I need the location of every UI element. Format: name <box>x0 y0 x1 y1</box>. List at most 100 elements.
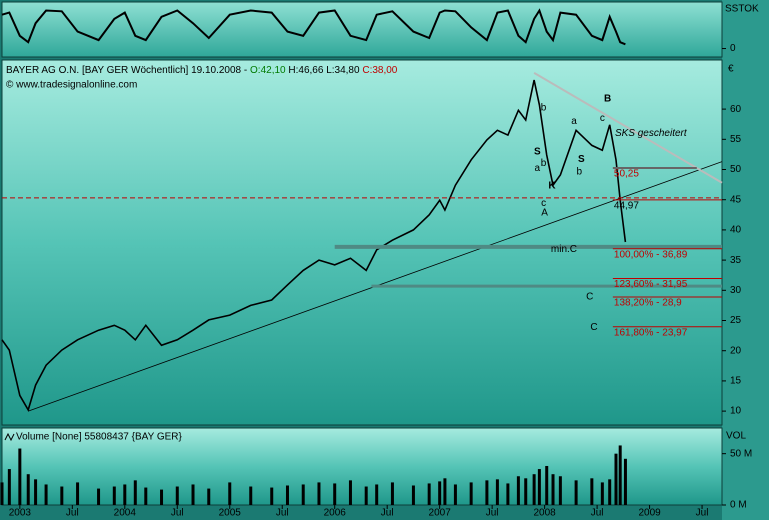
volume-bar <box>469 482 473 505</box>
volume-bar <box>160 489 164 505</box>
volume-bar <box>443 478 447 505</box>
annotation: B <box>604 93 611 104</box>
x-tick-label: Jul <box>276 508 289 519</box>
annotation: C <box>590 322 597 333</box>
volume-bar <box>191 484 195 505</box>
volume-bar <box>623 458 627 505</box>
x-tick-label: 2005 <box>219 508 242 519</box>
volume-bar <box>317 482 321 505</box>
osc-title: SSTOK <box>725 4 759 15</box>
volume-bar <box>348 480 352 505</box>
header-close: C:38,00 <box>362 65 397 76</box>
annotation: b <box>541 158 547 169</box>
level-label: 123,60% - 31,95 <box>614 279 688 290</box>
y-tick-label: 50 M <box>730 448 752 459</box>
volume-bar <box>390 482 394 505</box>
volume-icon <box>4 432 15 442</box>
volume-bar <box>375 484 379 505</box>
volume-bar <box>7 469 11 505</box>
volume-bar <box>600 482 604 505</box>
y-tick-label: 60 <box>730 104 742 115</box>
y-tick-label: 40 <box>730 225 742 236</box>
volume-bar <box>301 484 305 505</box>
y-tick-label: 15 <box>730 376 742 387</box>
volume-bar <box>18 448 22 505</box>
volume-bar <box>506 483 510 505</box>
volume-bar <box>207 488 211 505</box>
volume-bar <box>123 484 127 505</box>
price-line <box>1 79 627 412</box>
x-tick-label: 2004 <box>114 508 137 519</box>
level-label: 161,80% - 23,97 <box>614 327 688 338</box>
volume-bar <box>608 479 612 505</box>
volume-bar <box>76 482 80 505</box>
level-label: 50,25 <box>614 169 639 180</box>
y-tick-label: 0 <box>730 43 736 54</box>
y-tick-label: 35 <box>730 255 742 266</box>
x-tick-label: 2007 <box>429 508 452 519</box>
volume-bar <box>249 486 253 505</box>
x-tick-label: Jul <box>66 508 79 519</box>
y-tick-label: 45 <box>730 194 742 205</box>
volume-bar <box>26 474 30 505</box>
annotation: S <box>534 147 541 158</box>
y-tick-label: 50 <box>730 164 742 175</box>
volume-bar <box>411 485 415 505</box>
header-high-low: H:46,66 L:34,80 <box>288 65 360 76</box>
annotation: A <box>541 208 548 219</box>
copyright: © www.tradesignalonline.com <box>6 80 137 91</box>
annotation: a <box>571 116 577 127</box>
volume-bar <box>175 486 179 505</box>
volume-bar <box>0 482 4 505</box>
annotation: min.C <box>551 244 577 255</box>
volume-bar <box>438 481 442 505</box>
volume-bar <box>133 480 137 505</box>
volume-title: VOL <box>726 431 746 442</box>
volume-bar <box>453 484 457 505</box>
volume-bar <box>60 486 64 505</box>
annotation: c <box>541 198 546 209</box>
volume-bar <box>34 479 38 505</box>
annotation: C <box>586 292 593 303</box>
annotation: SKS gescheitert <box>615 128 688 139</box>
header-open: O:42,10 <box>250 65 286 76</box>
price-panel <box>1 59 723 426</box>
volume-bar <box>144 487 148 505</box>
volume-bar <box>364 486 368 505</box>
volume-bar <box>532 474 536 505</box>
x-tick-label: Jul <box>591 508 604 519</box>
osc-panel <box>1 1 723 58</box>
volume-bar <box>97 488 101 505</box>
annotation: S <box>578 154 585 165</box>
volume-bar <box>270 487 274 505</box>
volume-bar <box>618 445 622 505</box>
x-tick-label: 2006 <box>324 508 347 519</box>
oscillator-line <box>1 8 626 46</box>
level-label: 138,20% - 28,9 <box>614 298 682 309</box>
volume-bar <box>545 465 549 505</box>
resistance-trendline <box>533 72 723 184</box>
volume-bar <box>551 474 555 505</box>
x-tick-label: 2003 <box>9 508 32 519</box>
y-tick-label: 55 <box>730 134 742 145</box>
annotation: K <box>548 180 556 191</box>
level-label: 44,97 <box>614 201 639 212</box>
volume-bar <box>495 479 499 505</box>
annotation: a <box>534 163 540 174</box>
annotation: c <box>600 113 605 124</box>
volume-bar <box>516 476 520 505</box>
volume-bar <box>574 480 578 505</box>
y-tick-label: 10 <box>730 406 742 417</box>
y-tick-label: 30 <box>730 285 742 296</box>
y-tick-label: 25 <box>730 315 742 326</box>
volume-bar <box>614 453 618 505</box>
volume-bar <box>558 476 562 505</box>
y-tick-label: 20 <box>730 345 742 356</box>
x-tick-label: 2008 <box>533 508 556 519</box>
x-tick-label: Jul <box>171 508 184 519</box>
x-tick-label: Jul <box>486 508 499 519</box>
volume-bar <box>537 469 541 505</box>
volume-bar <box>228 482 232 505</box>
